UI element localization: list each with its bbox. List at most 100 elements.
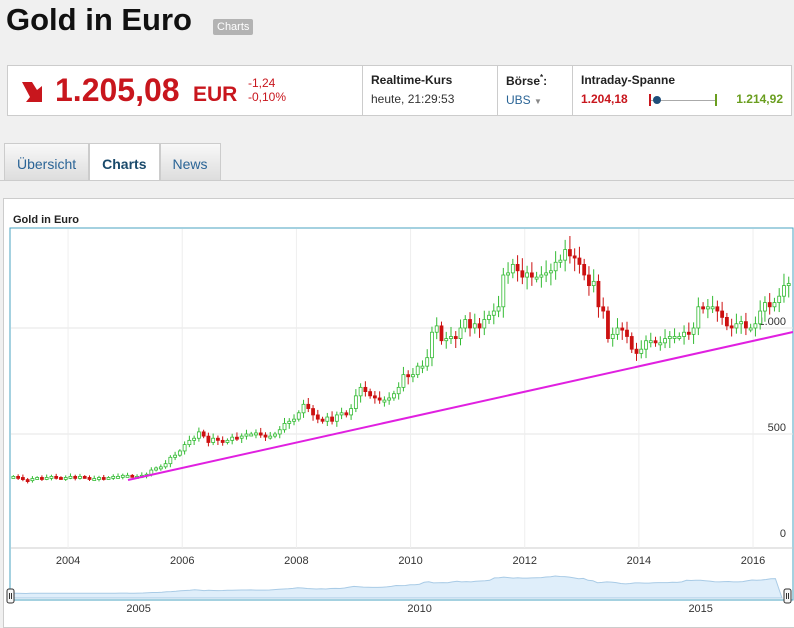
candle-body [430,331,434,359]
candle-body [382,399,387,403]
candle-body [648,340,653,344]
tab-uebersicht[interactable]: Übersicht [4,143,90,181]
candle-body [724,316,729,327]
candle-body [225,439,230,443]
candle-body [54,475,59,479]
candle-body [101,477,106,480]
charts-badge: Charts [213,19,254,35]
candle-body [453,336,458,340]
candle-body [677,336,682,339]
candle-body [396,386,401,395]
candle-body [753,323,758,329]
candle-body [639,348,644,354]
candle-body [548,270,553,274]
candle-body [315,414,320,420]
candle-body [201,431,206,437]
candle-body [192,437,197,441]
candle-body [587,274,591,287]
candle-body [782,285,786,297]
tab-charts[interactable]: Charts [89,143,160,181]
candle-body [686,331,691,335]
candle-body [772,302,777,308]
candle-body [729,325,734,329]
candle-body [472,323,477,329]
candle-body [625,329,629,337]
candle-body [596,280,601,308]
range-high: 1.214,92 [736,92,783,106]
candle-body [553,261,558,272]
candle-body [458,327,463,340]
candle-body [415,365,420,376]
x-tick-label: 2012 [512,555,536,567]
candle-body [777,295,782,303]
candle-body [344,412,349,416]
candle-body [277,429,282,435]
candle-body [606,310,610,340]
candle-body [758,310,763,325]
candle-body [311,408,315,416]
candle-body [739,321,744,325]
candle-body [368,391,373,397]
candle-body [116,475,120,479]
candle-body [301,403,306,414]
navigator-handle-right[interactable] [783,588,792,604]
candle-body [387,397,392,401]
navigator-handle-left[interactable] [6,588,15,604]
exchange-cell: Börse*: UBS ▼ [498,66,573,115]
candle-body [11,475,16,479]
candle-body [44,477,49,480]
chart-panel [3,198,794,628]
arrow-down-icon [22,82,42,102]
candle-body [325,416,330,422]
candle-body [220,439,225,443]
quote-box: 1.205,08 EUR -1,24 -0,10% Realtime-Kurs h… [7,65,792,116]
candle-body [534,276,539,280]
candle-body [715,306,720,312]
candle-body [539,274,544,278]
x-tick-label: 2014 [627,555,651,567]
realtime-time: heute, 21:29:53 [371,92,455,106]
candle-body [268,435,273,439]
candle-body [320,418,325,422]
candle-body [282,422,287,431]
y-tick-label: 0 [780,528,786,540]
candle-body [491,310,496,316]
candle-body [748,327,753,331]
candle-body [572,255,577,259]
change-pct: -0,10% [248,90,287,104]
currency: EUR [193,83,238,106]
candle-body [506,272,510,276]
range-label: Intraday-Spanne [581,73,676,87]
navigator-label: 2010 [407,603,431,615]
candle-body [701,306,705,310]
candle-body [411,374,415,378]
candle-body [196,431,201,439]
colon: : [543,74,548,88]
candle-body [377,397,382,401]
candle-body [173,454,178,458]
chevron-down-icon: ▼ [534,97,542,106]
candle-body [87,477,92,480]
candle-body [273,433,277,437]
candle-body [330,416,334,422]
candle-body [672,336,677,339]
candle-body [696,306,701,329]
candle-body [249,433,254,437]
candle-body [406,374,411,378]
candle-body [601,306,606,312]
price: 1.205,08 [55,72,180,108]
x-tick-label: 2016 [741,555,765,567]
candle-body [120,474,125,478]
candle-body [620,327,625,331]
candle-body [629,336,634,350]
candle-body [40,477,44,480]
candle-body [744,321,748,329]
candle-body [710,306,715,310]
candle-body [125,474,130,478]
exchange-select[interactable]: UBS ▼ [506,93,564,107]
candle-body [439,325,444,342]
candle-body [254,432,258,436]
candle-body [563,249,568,261]
candle-body [363,386,368,392]
